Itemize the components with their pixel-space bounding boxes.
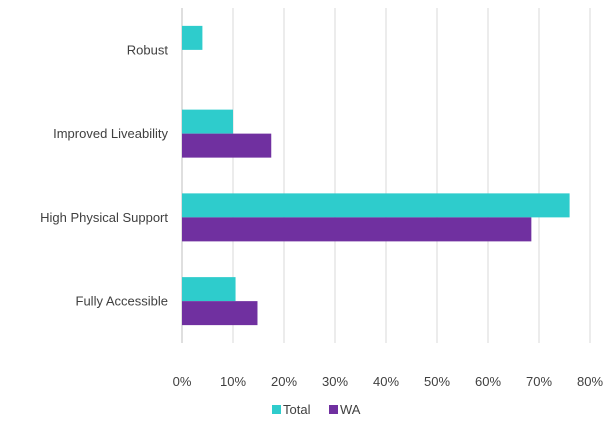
category-label-improved-liveability: Improved Liveability — [53, 126, 168, 141]
category-label-robust: Robust — [127, 42, 169, 57]
bar-total-high-physical-support — [182, 193, 570, 218]
x-tick-label-50: 50% — [424, 374, 450, 389]
bar-total-robust — [182, 25, 203, 50]
bar-wa-high-physical-support — [182, 217, 532, 242]
legend-swatch-total — [272, 405, 281, 414]
bars — [182, 25, 570, 326]
x-tick-label-60: 60% — [475, 374, 501, 389]
bar-total-fully-accessible — [182, 277, 236, 302]
x-tick-label-30: 30% — [322, 374, 348, 389]
x-tick-label-70: 70% — [526, 374, 552, 389]
category-label-fully-accessible: Fully Accessible — [76, 294, 168, 309]
bar-wa-fully-accessible — [182, 301, 258, 326]
x-axis-tick-labels: 0% 10% 20% 30% 40% 50% 60% 70% 80% — [173, 374, 604, 389]
legend: Total WA — [272, 402, 361, 417]
x-tick-label-80: 80% — [577, 374, 603, 389]
x-tick-label-40: 40% — [373, 374, 399, 389]
legend-label-total: Total — [283, 402, 311, 417]
gridlines — [181, 8, 591, 343]
x-tick-label-10: 10% — [220, 374, 246, 389]
x-tick-label-0: 0% — [173, 374, 192, 389]
bar-total-improved-liveability — [182, 109, 233, 134]
bar-wa-improved-liveability — [182, 133, 272, 158]
category-label-high-physical-support: High Physical Support — [40, 210, 168, 225]
legend-label-wa: WA — [340, 402, 361, 417]
legend-swatch-wa — [329, 405, 338, 414]
category-labels: Robust Improved Liveability High Physical … — [40, 42, 168, 308]
x-tick-label-20: 20% — [271, 374, 297, 389]
